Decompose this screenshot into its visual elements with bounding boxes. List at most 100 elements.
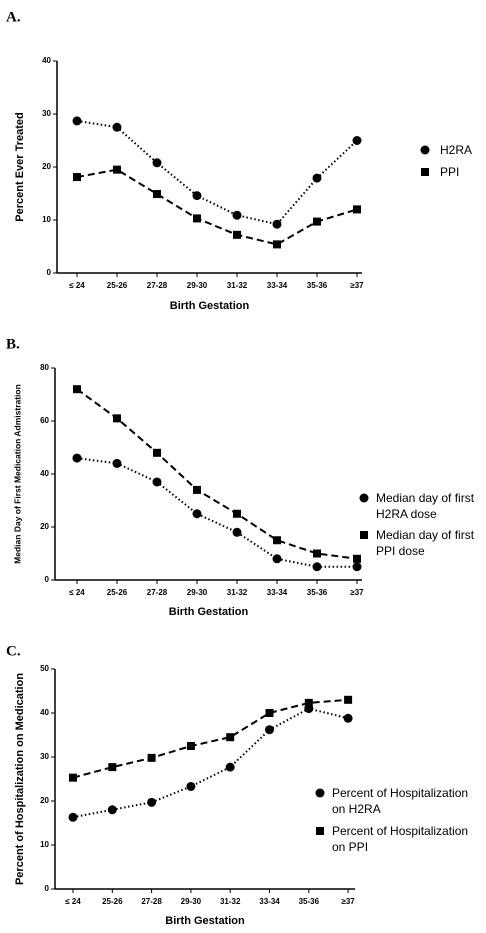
marker — [113, 414, 121, 423]
x-tick-label: 33-34 — [259, 897, 280, 906]
marker — [69, 773, 77, 782]
y-tick-label: 40 — [40, 469, 49, 478]
marker — [352, 562, 362, 572]
marker — [153, 190, 161, 199]
marker — [186, 742, 195, 750]
marker — [193, 485, 201, 494]
x-tick-label: ≤ 24 — [69, 281, 85, 290]
marker — [265, 725, 274, 735]
y-tick-label: 30 — [42, 109, 51, 118]
series-line — [72, 698, 349, 779]
panel-label: C. — [6, 643, 21, 659]
series-line — [76, 119, 358, 226]
y-tick-label: 60 — [40, 416, 49, 425]
x-tick-label: 33-34 — [267, 588, 288, 597]
x-tick-label: 29-30 — [187, 588, 208, 597]
marker — [73, 173, 81, 182]
marker — [72, 453, 82, 463]
marker — [152, 477, 162, 487]
legend-marker — [421, 168, 429, 176]
y-tick-label: 20 — [42, 162, 51, 171]
marker — [312, 562, 322, 572]
legend-item: Median day of first H2RA dose — [376, 491, 474, 521]
marker — [233, 509, 241, 518]
marker — [73, 385, 81, 394]
legend-marker — [359, 493, 369, 503]
marker — [153, 448, 161, 457]
y-tick-label: 10 — [42, 215, 51, 224]
x-tick-label: 35-36 — [307, 588, 328, 597]
legend-label: Percent of Hospitalization on H2RA — [332, 786, 469, 816]
marker — [225, 762, 235, 772]
marker — [72, 116, 82, 126]
panel-label: A. — [6, 9, 21, 25]
y-axis-label: Percent Ever Treated — [14, 112, 26, 221]
marker — [192, 509, 202, 519]
legend-label: H2RA — [440, 143, 473, 157]
marker — [232, 527, 242, 537]
x-axis-label: Birth Gestation — [169, 606, 249, 618]
marker — [113, 165, 121, 174]
y-tick-label: 30 — [40, 752, 49, 761]
marker — [313, 549, 321, 558]
marker — [353, 554, 361, 563]
marker — [313, 217, 321, 226]
x-axis-label: Birth Gestation — [170, 300, 250, 312]
x-tick-label: ≥37 — [350, 281, 364, 290]
x-tick-label: ≤ 24 — [65, 897, 81, 906]
y-tick-label: 40 — [42, 56, 51, 65]
x-tick-label: ≥37 — [341, 897, 355, 906]
panel-label: B. — [6, 336, 20, 352]
legend-label: Percent of Hospitalization on PPI — [332, 824, 469, 854]
marker — [273, 536, 281, 545]
marker — [152, 158, 162, 168]
marker — [108, 763, 117, 772]
marker — [273, 240, 281, 249]
x-tick-label: 35-36 — [299, 897, 320, 906]
marker — [112, 458, 122, 468]
marker — [68, 812, 78, 822]
x-tick-label: 29-30 — [181, 897, 202, 906]
marker — [343, 713, 353, 723]
y-tick-label: 80 — [40, 363, 49, 372]
legend-marker — [315, 788, 325, 798]
marker — [112, 122, 122, 132]
marker — [353, 205, 361, 214]
y-tick-label: 20 — [40, 796, 49, 805]
marker — [312, 173, 322, 183]
x-tick-label: 35-36 — [307, 281, 328, 290]
y-tick-label: 10 — [40, 840, 49, 849]
x-tick-label: ≤ 24 — [69, 588, 85, 597]
series-line — [76, 388, 358, 560]
y-axis-label: Median Day of First Medication Admistrat… — [12, 384, 22, 564]
x-tick-label: 25-26 — [102, 897, 123, 906]
marker — [232, 210, 242, 220]
legend-item: H2RA — [440, 143, 473, 157]
marker — [147, 797, 157, 807]
legend-label: Median day of first PPI dose — [376, 528, 475, 558]
series-line — [76, 168, 358, 246]
series-line — [72, 707, 349, 819]
legend-item: Median day of first PPI dose — [376, 528, 475, 558]
legend-marker — [316, 827, 324, 835]
marker — [192, 191, 202, 201]
legend-item: Percent of Hospitalization on H2RA — [332, 786, 469, 816]
y-tick-label: 20 — [40, 522, 49, 531]
marker — [265, 709, 274, 717]
legend-marker — [420, 145, 430, 155]
marker — [344, 695, 353, 704]
marker — [107, 805, 117, 815]
marker — [304, 698, 313, 707]
y-tick-label: 0 — [47, 268, 52, 277]
x-tick-label: 31-32 — [220, 897, 241, 906]
x-tick-label: 31-32 — [227, 588, 248, 597]
x-tick-label: 25-26 — [107, 281, 128, 290]
y-axis-label: Percent of Hospitalization on Medication — [14, 673, 26, 885]
y-tick-label: 0 — [45, 884, 50, 893]
x-tick-label: 27-28 — [147, 281, 168, 290]
legend-marker — [360, 531, 368, 539]
marker — [272, 219, 282, 229]
x-tick-label: 31-32 — [227, 281, 248, 290]
